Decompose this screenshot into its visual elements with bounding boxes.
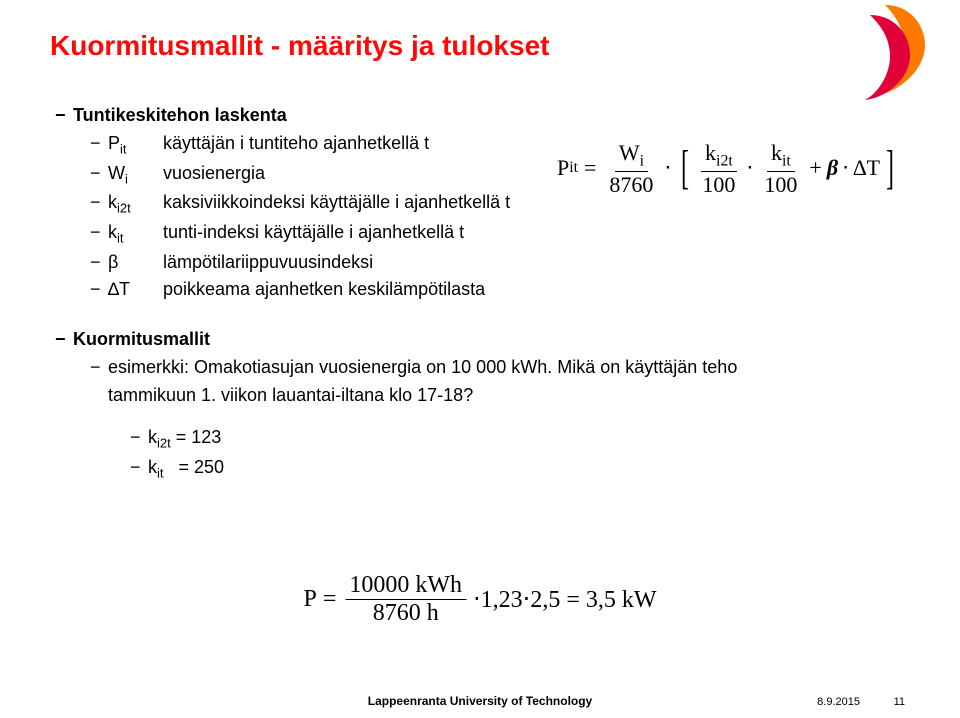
term-def: tunti-indeksi käyttäjälle i ajanhetkellä… [163, 219, 464, 249]
example-text: − esimerkki: Omakotiasujan vuosienergia … [90, 354, 910, 410]
term-symbol: k [108, 192, 117, 212]
term-sub: it [117, 230, 123, 245]
f-P: P [557, 155, 569, 181]
frac-kit: kit 100 [760, 140, 801, 197]
f-plus: + [809, 155, 821, 181]
val-num: = 250 [179, 457, 225, 477]
term-symbol: ∆T [108, 279, 130, 299]
eq2-tail: ⋅1,23⋅2,5 = 3,5 kW [473, 585, 656, 614]
frac-den: 100 [698, 172, 739, 197]
frac-num-sub: i2t [716, 152, 733, 169]
footer-org: Lappeenranta University of Technology [0, 694, 960, 708]
f-dot3: ⋅ [842, 155, 849, 181]
bracket-right: ] [886, 149, 894, 187]
bracket-left: [ [681, 149, 689, 187]
f-dT: ∆T [853, 155, 880, 181]
term-def: vuosienergia [163, 160, 265, 190]
footer-date: 8.9.2015 [817, 696, 860, 708]
value-row-2: − kit = 250 [130, 454, 910, 484]
section-heading-2: −Kuormitusmallit [50, 326, 910, 354]
eq2-frac: 10000 kWh 8760 h [345, 572, 466, 628]
eq2-eq: = [323, 586, 337, 613]
section-heading-1: −Tuntikeskitehon laskenta [50, 102, 910, 130]
f-dot: ⋅ [664, 155, 671, 181]
term-sub: i2t [117, 201, 131, 216]
val-label: k [148, 427, 157, 447]
heading-text: Kuormitusmallit [73, 329, 210, 349]
f-dot2: ⋅ [746, 155, 753, 181]
formula-main: Pit = Wi 8760 ⋅ [ ki2t 100 ⋅ kit 100 + β… [557, 140, 900, 197]
val-label: k [148, 457, 157, 477]
eq2-den: 8760 h [369, 600, 443, 628]
eq2-P: P [303, 586, 316, 613]
term-def: lämpötilariippuvuusindeksi [163, 249, 373, 277]
term-def: poikkeama ajanhetken keskilämpötilasta [163, 276, 485, 304]
slide-title: Kuormitusmallit - määritys ja tulokset [50, 30, 910, 62]
example-body: esimerkki: Omakotiasujan vuosienergia on… [108, 354, 828, 410]
def-row-beta: − β lämpötilariippuvuusindeksi [90, 249, 910, 277]
term-def: kaksiviikkoindeksi käyttäjälle i ajanhet… [163, 189, 510, 219]
value-row-1: − ki2t = 123 [130, 424, 910, 454]
frac-num: k [705, 140, 716, 165]
val-num: = 123 [176, 427, 222, 447]
frac-num: W [619, 140, 640, 165]
frac-wi: Wi 8760 [605, 140, 657, 197]
term-symbol: P [108, 133, 120, 153]
frac-num: k [771, 140, 782, 165]
slide: Kuormitusmallit - määritys ja tulokset −… [0, 0, 960, 718]
val-sub: it [157, 465, 163, 480]
frac-num-sub: it [782, 152, 791, 169]
footer-page-number: 11 [894, 696, 905, 708]
eq2-num: 10000 kWh [345, 572, 466, 601]
f-beta: β [827, 155, 838, 181]
term-sub: it [120, 141, 126, 156]
formula-result: P = 10000 kWh 8760 h ⋅1,23⋅2,5 = 3,5 kW [303, 572, 656, 628]
frac-num-sub: i [640, 152, 644, 169]
def-row-dt: − ∆T poikkeama ajanhetken keskilämpötila… [90, 276, 910, 304]
frac-den: 8760 [605, 172, 657, 197]
heading-text: Tuntikeskitehon laskenta [73, 105, 287, 125]
brand-logo [840, 0, 940, 100]
f-eq: = [584, 155, 596, 181]
frac-den: 100 [760, 172, 801, 197]
term-sub: i [125, 171, 128, 186]
f-sub: it [569, 159, 578, 177]
def-row-kit: − kit tunti-indeksi käyttäjälle i ajanhe… [90, 219, 910, 249]
term-symbol: W [108, 163, 125, 183]
term-symbol: k [108, 222, 117, 242]
term-def: käyttäjän i tuntiteho ajanhetkellä t [163, 130, 429, 160]
frac-ki2t: ki2t 100 [698, 140, 739, 197]
val-sub: i2t [157, 436, 171, 451]
term-symbol: β [108, 252, 118, 272]
